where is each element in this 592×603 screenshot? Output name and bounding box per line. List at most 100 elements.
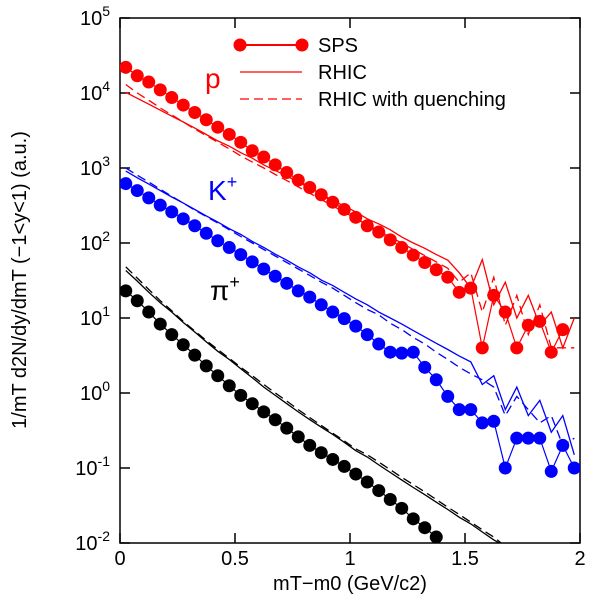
data-point bbox=[314, 188, 328, 202]
data-point bbox=[314, 298, 328, 312]
data-connector bbox=[125, 290, 437, 538]
data-point bbox=[199, 113, 213, 127]
data-point bbox=[291, 430, 305, 444]
data-point bbox=[418, 360, 432, 374]
data-point bbox=[199, 226, 213, 240]
y-tick-label: 104 bbox=[80, 78, 110, 105]
plot-area bbox=[120, 60, 580, 543]
particle-label: K+ bbox=[208, 172, 237, 206]
data-point bbox=[349, 467, 363, 481]
data-point bbox=[521, 431, 535, 445]
data-point bbox=[176, 98, 190, 112]
data-point bbox=[452, 403, 466, 417]
data-point bbox=[429, 530, 443, 543]
model-curve bbox=[125, 266, 503, 543]
data-point bbox=[142, 191, 156, 205]
x-tick-label: 1.5 bbox=[451, 548, 479, 570]
legend-label: RHIC with quenching bbox=[318, 89, 506, 111]
data-point bbox=[383, 345, 397, 359]
data-point bbox=[199, 359, 213, 373]
particle-name: π bbox=[210, 275, 229, 306]
data-point bbox=[120, 284, 133, 298]
data-point bbox=[475, 416, 489, 430]
data-point bbox=[245, 255, 259, 269]
data-point bbox=[326, 452, 340, 466]
data-point bbox=[429, 373, 443, 387]
data-point bbox=[326, 305, 340, 319]
data-point bbox=[234, 135, 248, 149]
data-point bbox=[176, 338, 190, 352]
data-point bbox=[556, 323, 570, 337]
y-tick-label-exponent: 5 bbox=[102, 3, 110, 19]
data-point bbox=[234, 248, 248, 262]
y-tick-label: 10-2 bbox=[75, 528, 110, 555]
data-point bbox=[475, 341, 489, 355]
model-curve bbox=[125, 91, 575, 350]
y-tick-label-exponent: 2 bbox=[102, 228, 110, 244]
y-tick-label-base: 10 bbox=[80, 83, 102, 105]
x-tick-label: 1 bbox=[344, 548, 355, 570]
data-point bbox=[142, 305, 156, 319]
data-point bbox=[429, 263, 443, 277]
legend-marker bbox=[295, 38, 309, 52]
data-point bbox=[222, 379, 236, 393]
data-point bbox=[383, 233, 397, 247]
data-point bbox=[211, 120, 225, 134]
data-point bbox=[130, 184, 144, 198]
data-point bbox=[211, 234, 225, 248]
y-tick-label-base: 10 bbox=[80, 8, 102, 30]
data-point bbox=[544, 345, 558, 359]
data-point bbox=[360, 475, 374, 489]
y-tick-label-base: 10 bbox=[75, 458, 97, 480]
y-tick-label-base: 10 bbox=[75, 533, 97, 555]
y-tick-label-base: 10 bbox=[80, 383, 102, 405]
data-point bbox=[383, 493, 397, 507]
y-tick-label-exponent: 4 bbox=[102, 78, 110, 94]
data-point bbox=[372, 484, 386, 498]
y-tick-label-base: 10 bbox=[80, 158, 102, 180]
particle-charge: + bbox=[227, 172, 238, 192]
particle-label: π+ bbox=[210, 272, 240, 306]
data-point bbox=[245, 397, 259, 411]
y-tick-label: 103 bbox=[80, 153, 110, 180]
data-point bbox=[165, 91, 179, 105]
y-axis-label: 1/mT d2N/dy/dmT (−1<y<1) (a.u.) bbox=[9, 131, 31, 429]
data-point bbox=[337, 459, 351, 473]
data-point bbox=[498, 305, 512, 319]
data-point bbox=[280, 166, 294, 180]
data-point bbox=[395, 501, 409, 515]
particle-charge: + bbox=[229, 272, 240, 292]
data-point bbox=[153, 83, 167, 97]
data-point bbox=[406, 512, 420, 526]
x-tick-label: 2 bbox=[574, 548, 585, 570]
data-point bbox=[188, 219, 202, 233]
data-point bbox=[337, 312, 351, 326]
legend-label: SPS bbox=[318, 35, 358, 57]
data-point bbox=[188, 348, 202, 362]
data-point bbox=[130, 69, 144, 83]
y-tick-label-exponent: 1 bbox=[102, 303, 110, 319]
legend-marker bbox=[233, 38, 247, 52]
data-point bbox=[257, 150, 271, 164]
data-connector bbox=[125, 183, 575, 474]
y-tick-label-base: 10 bbox=[80, 308, 102, 330]
data-point bbox=[268, 269, 282, 283]
model-curve bbox=[125, 167, 575, 447]
data-point bbox=[153, 317, 167, 331]
data-point bbox=[372, 225, 386, 239]
data-point bbox=[360, 219, 374, 233]
y-tick-label: 101 bbox=[80, 303, 110, 330]
data-point bbox=[498, 461, 512, 475]
data-point bbox=[257, 405, 271, 419]
data-point bbox=[222, 241, 236, 255]
data-point bbox=[165, 205, 179, 219]
data-point bbox=[567, 461, 580, 475]
data-point bbox=[176, 212, 190, 226]
plot-frame bbox=[119, 17, 581, 544]
model-curve bbox=[125, 270, 501, 543]
data-point bbox=[418, 521, 432, 535]
data-point bbox=[441, 389, 455, 403]
data-point bbox=[533, 431, 547, 445]
data-point bbox=[280, 276, 294, 290]
